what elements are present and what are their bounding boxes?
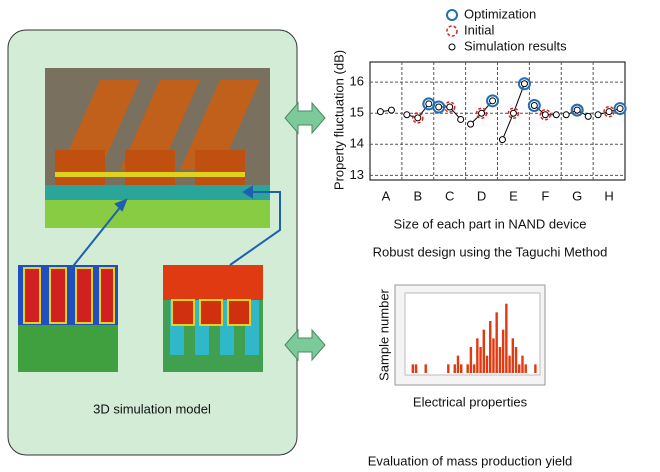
- bar: [453, 364, 456, 373]
- bar: [508, 355, 511, 373]
- bar: [534, 364, 537, 373]
- x-tick-label: B: [413, 188, 422, 203]
- legend-marker: [448, 43, 456, 51]
- optimization-marker: [517, 77, 531, 91]
- initial-marker: [539, 109, 552, 121]
- simulation-point: [584, 112, 592, 120]
- simulation-point: [520, 80, 528, 88]
- simulation-point: [509, 109, 517, 117]
- simulation-point: [446, 103, 454, 111]
- chart-title: Robust design using the Taguchi Method: [373, 244, 608, 259]
- simulation-point: [387, 106, 395, 114]
- bar: [460, 364, 463, 373]
- optimization-marker: [570, 103, 584, 117]
- double-arrow: [284, 328, 326, 362]
- bar: [447, 364, 450, 373]
- bar: [479, 347, 482, 373]
- simulation-point: [573, 106, 581, 114]
- y-axis-label: Property fluctuation (dB): [331, 50, 346, 190]
- bar: [469, 347, 473, 373]
- simulation-point: [562, 111, 570, 119]
- histogram-plot: [404, 292, 541, 376]
- simulation-point: [530, 101, 538, 109]
- legend-label: Optimization: [464, 6, 536, 21]
- bar: [521, 355, 524, 373]
- bar: [411, 364, 415, 373]
- initial-marker: [412, 112, 424, 124]
- x-axis-label: Size of each part in NAND device: [394, 216, 587, 231]
- model-label: 3D simulation model: [93, 401, 211, 416]
- y-tick-label: 13: [350, 167, 364, 182]
- simulation-point: [489, 97, 497, 105]
- y-tick-label: 15: [350, 105, 364, 120]
- model-image-right: [163, 265, 263, 372]
- chart-title: Evaluation of mass production yield: [368, 453, 573, 468]
- legend-marker: [446, 25, 458, 37]
- model-image-left: [18, 265, 118, 372]
- optimization-marker: [432, 100, 446, 114]
- x-tick-label: H: [604, 188, 613, 203]
- optimization-marker: [613, 102, 627, 116]
- legend-label: Simulation results: [464, 38, 567, 53]
- x-tick-label: F: [541, 188, 549, 203]
- simulation-point: [498, 136, 506, 144]
- x-tick-label: D: [477, 188, 486, 203]
- bar: [472, 364, 476, 373]
- simulation-point: [457, 115, 465, 123]
- initial-marker: [507, 107, 520, 119]
- bar: [482, 329, 485, 373]
- bar: [518, 364, 521, 373]
- legend-marker: [446, 9, 458, 21]
- bar: [476, 338, 479, 373]
- bar: [511, 338, 515, 373]
- y-tick-label: 14: [350, 136, 364, 151]
- simulation-point: [552, 111, 560, 119]
- bar: [514, 347, 518, 373]
- simulation-point: [425, 100, 433, 108]
- simulation-point: [605, 108, 613, 116]
- simulation-point: [594, 111, 602, 119]
- y-axis-label: Sample number: [376, 288, 391, 380]
- bar: [414, 364, 418, 373]
- bar: [456, 355, 460, 373]
- legend-label: Initial: [464, 22, 494, 37]
- initial-marker: [603, 105, 615, 118]
- double-arrow: [284, 101, 326, 135]
- bar: [505, 303, 508, 373]
- x-tick-label: G: [572, 188, 582, 203]
- x-tick-label: E: [509, 188, 518, 203]
- model-image-top: [45, 68, 270, 228]
- simulation-point: [541, 111, 549, 119]
- x-tick-label: C: [445, 188, 454, 203]
- bar: [485, 355, 489, 373]
- simulation-point: [467, 120, 475, 128]
- initial-marker: [475, 107, 488, 119]
- optimization-marker: [527, 98, 541, 112]
- bar: [424, 364, 427, 373]
- bar: [495, 312, 498, 373]
- simulation-point: [616, 105, 624, 113]
- simulation-point: [403, 111, 411, 119]
- simulation-point: [414, 114, 422, 122]
- simulation-point: [435, 103, 443, 111]
- bar: [524, 364, 527, 373]
- simulation-point: [478, 109, 486, 117]
- pointer-arrows: [69, 185, 281, 271]
- optimization-marker: [486, 94, 500, 108]
- x-tick-label: A: [382, 188, 391, 203]
- bar: [501, 329, 505, 373]
- simulation-point: [376, 108, 384, 116]
- bar: [498, 347, 502, 373]
- bar: [492, 338, 495, 373]
- bar: [489, 321, 492, 373]
- x-axis-label: Electrical properties: [413, 394, 528, 409]
- bar: [466, 364, 469, 373]
- y-tick-label: 16: [350, 74, 364, 89]
